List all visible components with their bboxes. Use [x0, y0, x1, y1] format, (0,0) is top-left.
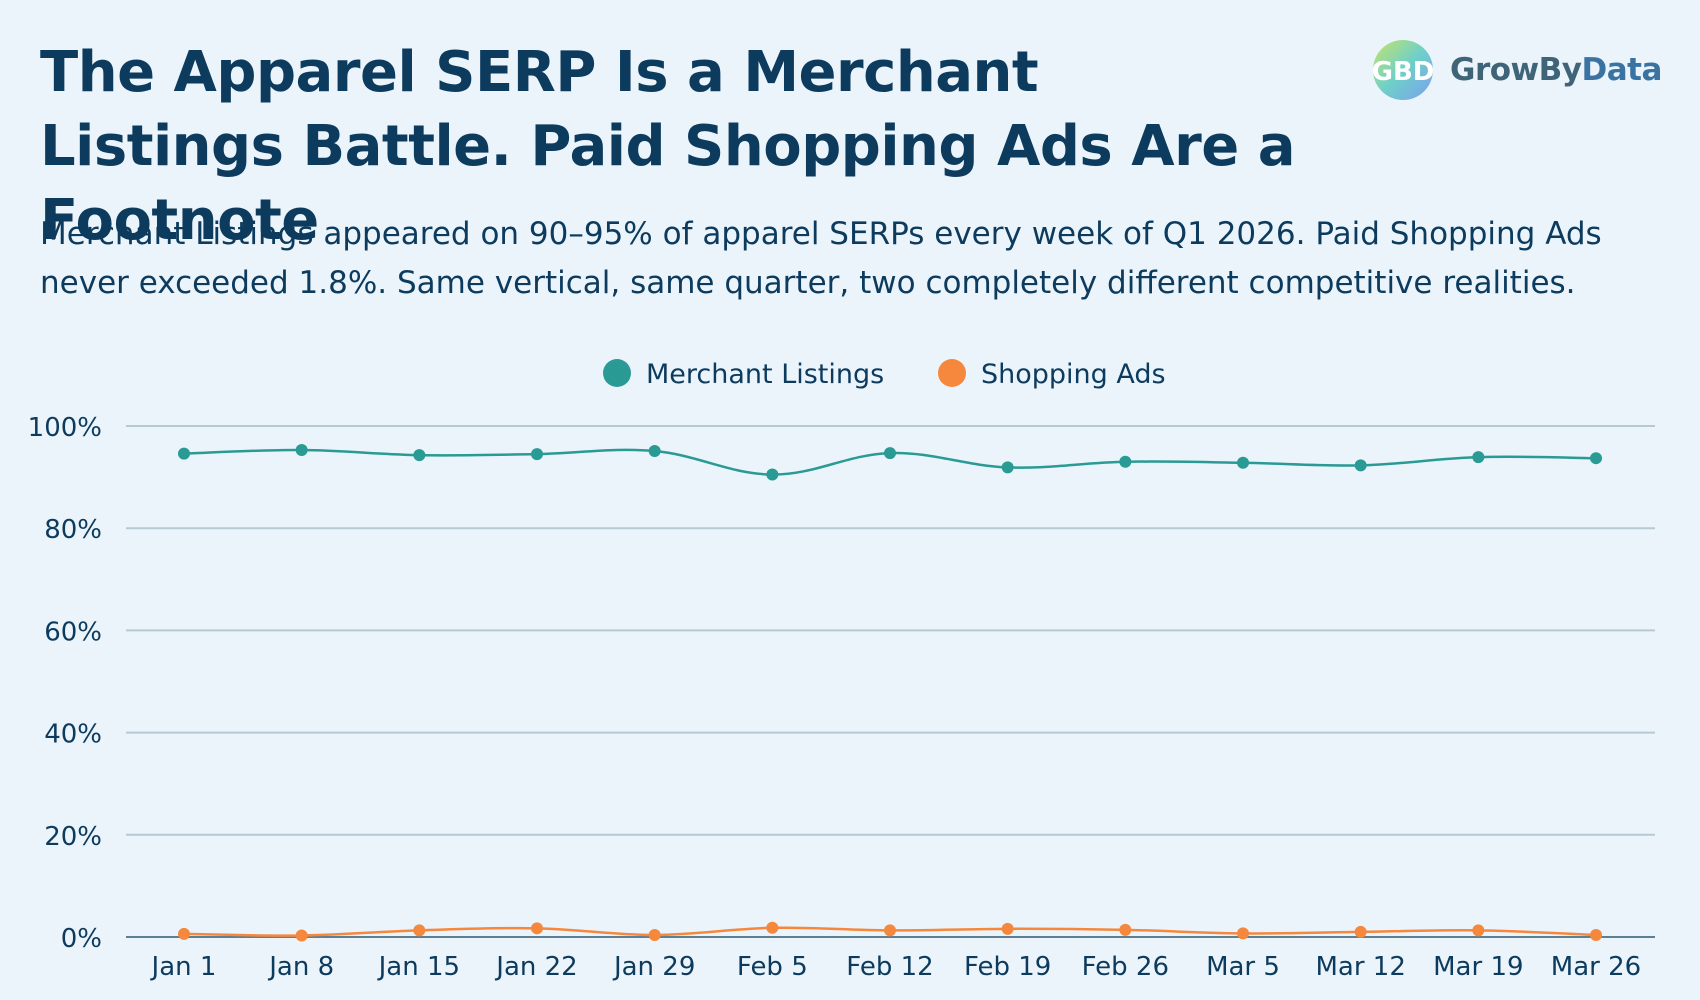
chart-series — [178, 444, 1602, 942]
merchant-listings-point — [766, 468, 779, 481]
x-axis: Jan 1 Jan 8 Jan 15 Jan 22 Jan 29 Feb 5 Feb 12 F… — [150, 952, 1642, 982]
merchant-listings-point — [413, 449, 426, 462]
growbydata-logo-icon: GBD — [1372, 40, 1434, 100]
y-tick-label: 40% — [44, 720, 102, 750]
x-tick-label: Mar 5 — [1206, 952, 1280, 982]
legend-swatch-shopping-ads — [938, 359, 966, 387]
y-tick-label: 60% — [44, 617, 102, 647]
title-line-2: Listings Battle. Paid Shopping Ads Are a… — [40, 114, 1295, 253]
subtitle-line-2: never exceeded 1.8%. Same vertical, same… — [40, 265, 1576, 301]
x-tick-label: Mar 12 — [1315, 952, 1405, 982]
merchant-listings-point — [178, 447, 190, 460]
shopping-ads-point — [413, 924, 426, 937]
shopping-ads-point — [1119, 923, 1132, 936]
x-tick-label: Jan 29 — [612, 952, 695, 982]
shopping-ads-point — [1590, 928, 1602, 941]
merchant-listings-point — [1590, 452, 1602, 465]
merchant-listings-point — [295, 444, 308, 457]
y-tick-label: 20% — [44, 822, 102, 852]
x-tick-label: Feb 26 — [1082, 952, 1169, 982]
x-tick-label: Mar 26 — [1551, 952, 1641, 982]
x-tick-label: Feb 5 — [737, 952, 808, 982]
legend-label-shopping-ads: Shopping Ads — [981, 359, 1166, 390]
merchant-listings-point — [884, 447, 896, 460]
x-tick-label: Jan 15 — [377, 952, 460, 982]
merchant-listings-point — [1001, 461, 1014, 474]
merchant-listings-point — [1237, 456, 1249, 469]
shopping-ads-point — [295, 929, 308, 942]
line-chart: Merchant Listings Shopping Ads 0% 20% 40% 60… — [28, 359, 1655, 982]
y-tick-label: 100% — [28, 413, 102, 443]
x-tick-label: Jan 1 — [150, 952, 217, 982]
x-tick-label: Jan 8 — [267, 952, 334, 982]
merchant-listings-point — [1354, 459, 1367, 472]
chart-grid — [126, 425, 1655, 938]
y-tick-label: 0% — [61, 924, 102, 954]
chart-legend: Merchant Listings Shopping Ads — [603, 359, 1166, 390]
chart-subtitle: Merchant Listings appeared on 90–95% of … — [40, 210, 1660, 308]
shopping-ads-point — [648, 928, 661, 941]
shopping-ads-series — [178, 921, 1602, 942]
x-tick-label: Feb 19 — [964, 952, 1051, 982]
shopping-ads-point — [1472, 924, 1485, 937]
merchant-listings-point — [531, 448, 543, 461]
title-line-1: The Apparel SERP Is a Merchant — [40, 40, 1039, 105]
x-tick-label: Feb 12 — [846, 952, 933, 982]
merchant-listings-series — [178, 444, 1602, 481]
logo-word-data: Data — [1581, 52, 1663, 88]
shopping-ads-point — [884, 924, 896, 937]
shopping-ads-point — [1001, 922, 1014, 935]
shopping-ads-point — [178, 927, 190, 940]
legend-swatch-merchant-listings — [603, 359, 631, 387]
chart-title: The Apparel SERP Is a Merchant Listings … — [40, 36, 1420, 258]
shopping-ads-point — [531, 922, 543, 935]
legend-label-merchant-listings: Merchant Listings — [646, 359, 884, 390]
shopping-ads-point — [1354, 925, 1367, 938]
y-axis: 0% 20% 40% 60% 80% 100% — [28, 413, 102, 954]
x-tick-label: Jan 22 — [494, 952, 577, 982]
subtitle-line-1: Merchant Listings appeared on 90–95% of … — [40, 216, 1602, 252]
merchant-listings-point — [1119, 455, 1132, 468]
shopping-ads-point — [766, 921, 779, 934]
logo-wordmark: GrowByData — [1450, 52, 1662, 88]
shopping-ads-point — [1237, 927, 1249, 940]
merchant-listings-point — [648, 445, 661, 458]
merchant-listings-point — [1472, 451, 1485, 464]
logo-word-by: By — [1538, 52, 1582, 88]
logo-word-grow: Grow — [1450, 52, 1539, 88]
logo-mark-text: GBD — [1372, 57, 1434, 87]
brand-logo: GBD GrowByData — [1372, 38, 1662, 102]
x-tick-label: Mar 19 — [1433, 952, 1523, 982]
y-tick-label: 80% — [44, 515, 102, 545]
